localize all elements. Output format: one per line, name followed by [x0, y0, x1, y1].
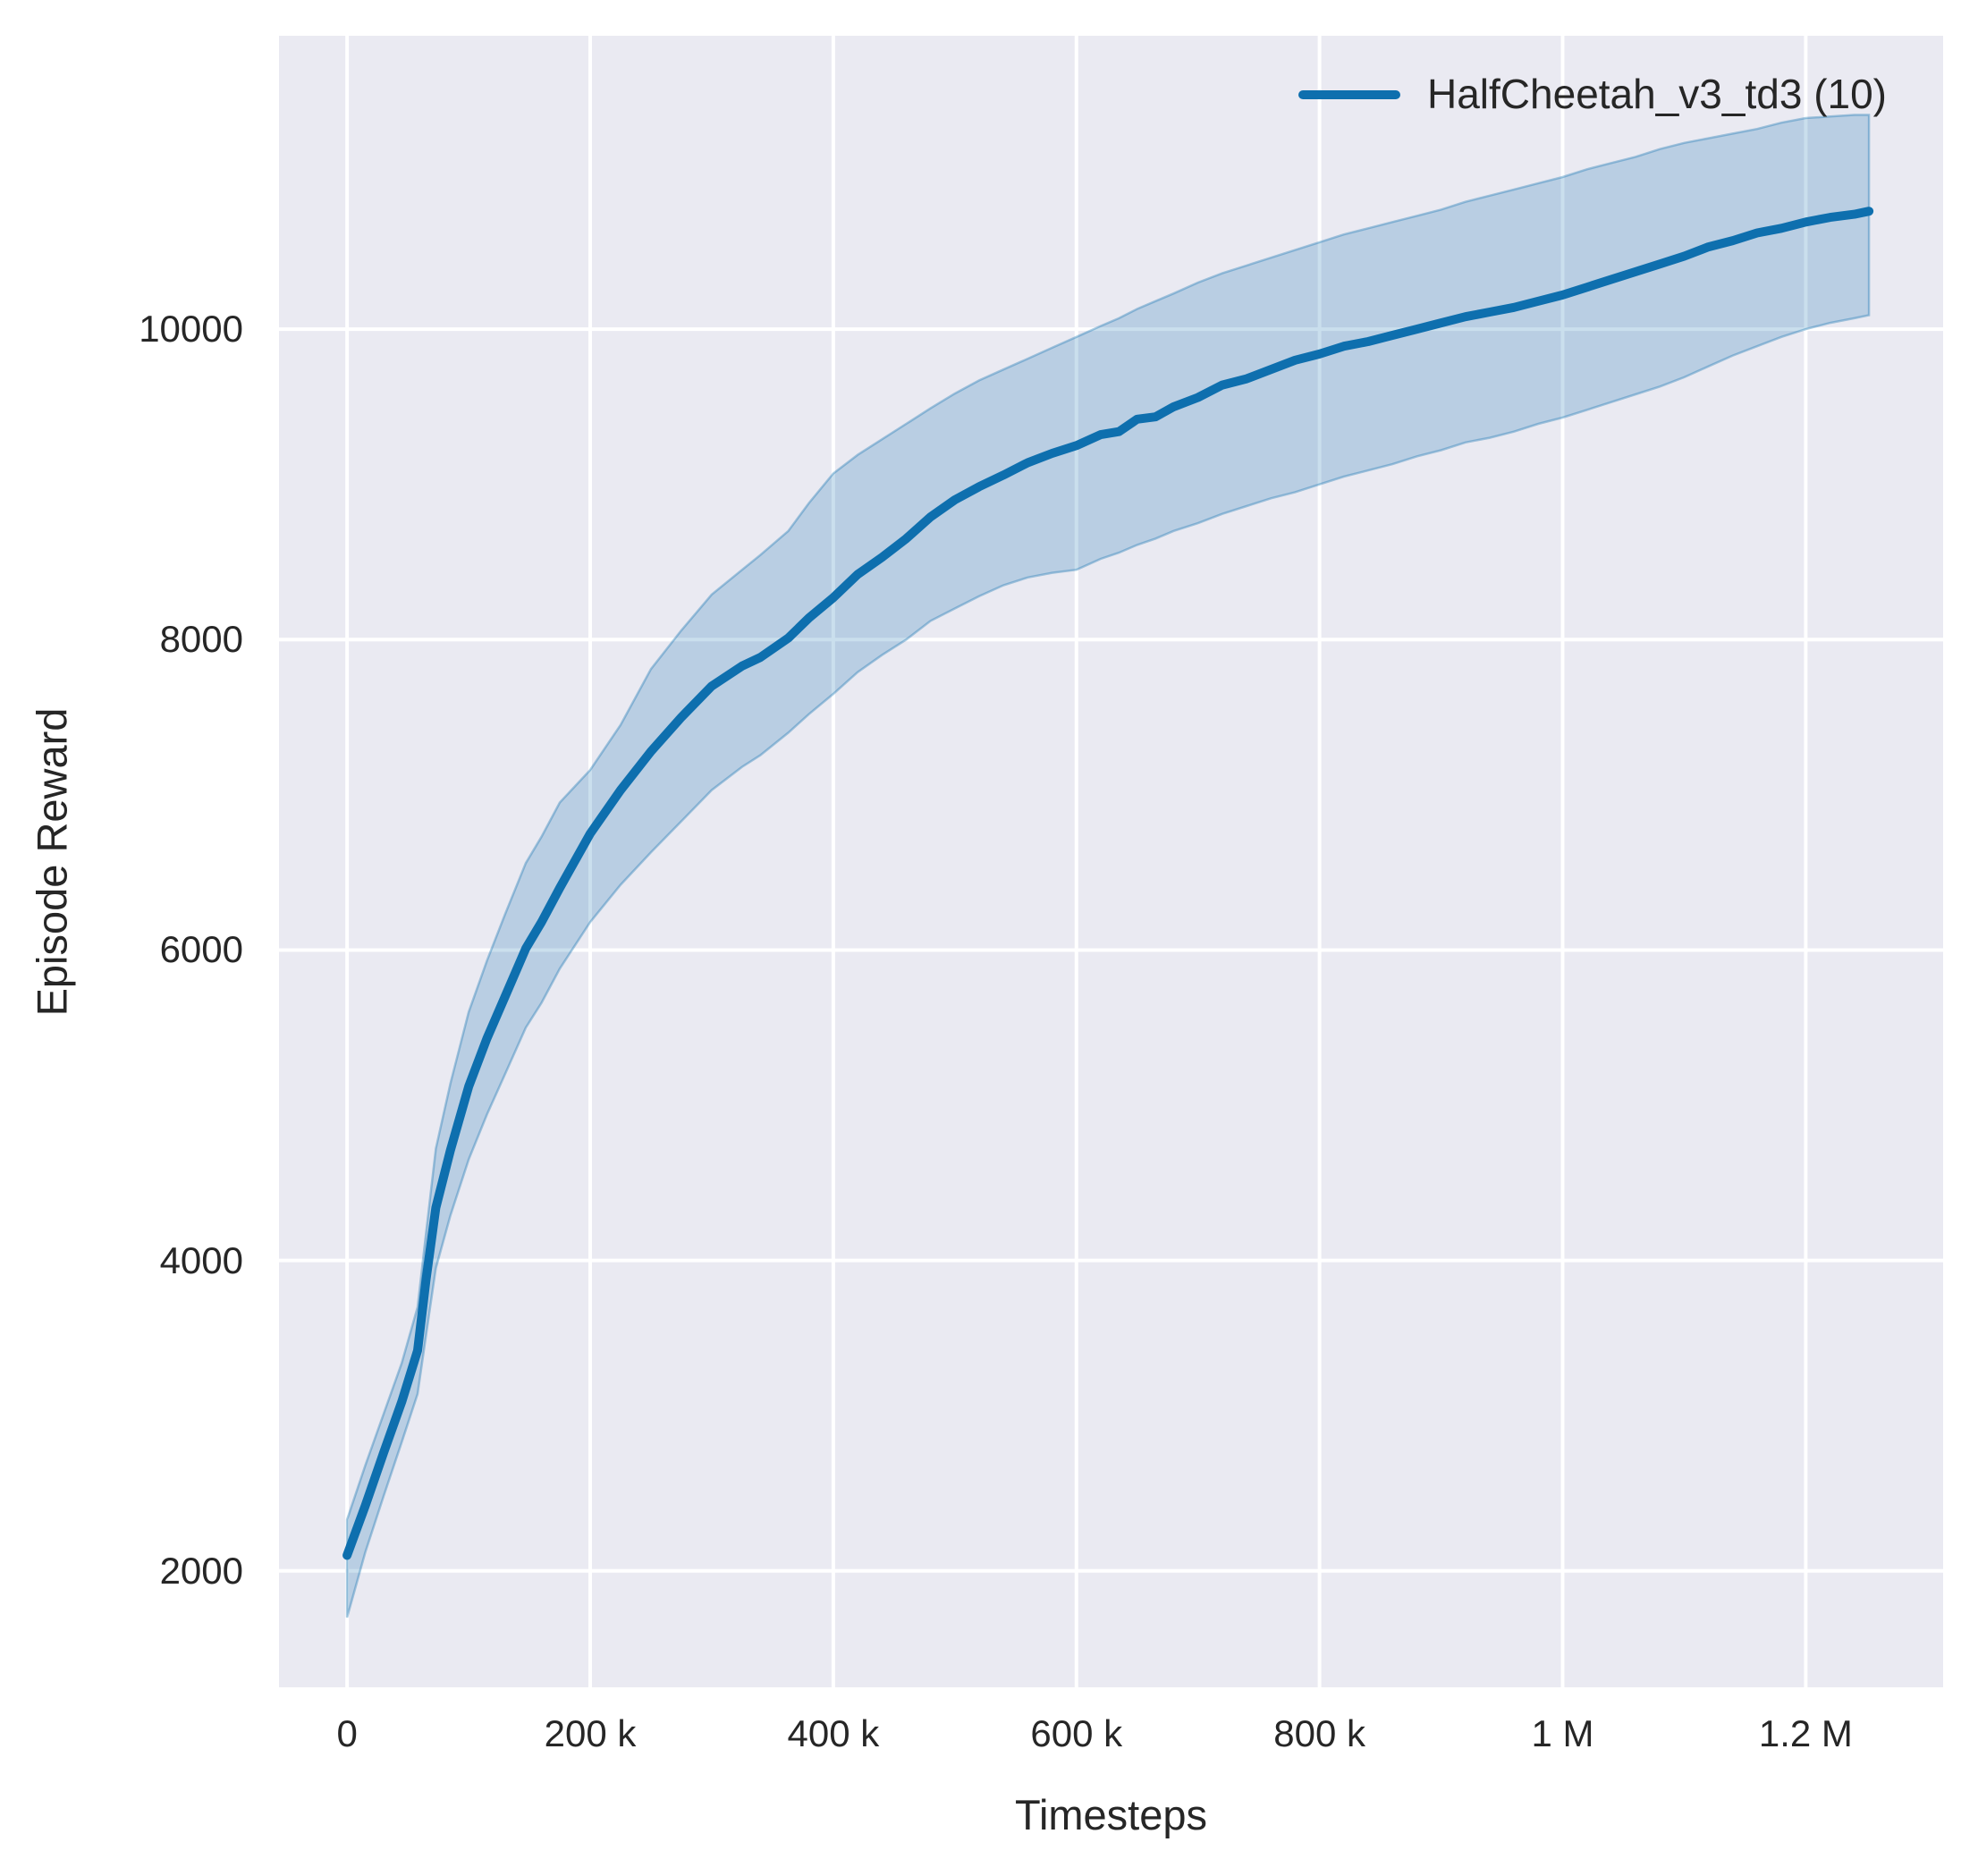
x-tick-label: 800 k	[1273, 1712, 1365, 1754]
mean-line	[342, 207, 1874, 1560]
x-tick-label: 0	[336, 1712, 358, 1754]
x-tick-label: 400 k	[787, 1712, 880, 1754]
legend-label: HalfCheetah_v3_td3 (10)	[1427, 71, 1887, 117]
y-axis-title: Episode Reward	[28, 707, 76, 1016]
legend: HalfCheetah_v3_td3 (10)	[1298, 70, 1887, 119]
y-tick-label: 8000	[159, 618, 243, 661]
y-tick-label: 10000	[139, 308, 243, 351]
x-axis-title: Timesteps	[1014, 1791, 1208, 1838]
x-tick-label: 1 M	[1531, 1712, 1594, 1754]
y-tick-label: 6000	[159, 928, 243, 971]
confidence-band	[345, 114, 1871, 1618]
legend-line-swatch	[1298, 89, 1400, 99]
x-tick-label: 600 k	[1030, 1712, 1123, 1754]
y-tick-label: 2000	[159, 1549, 243, 1592]
x-tick-label: 1.2 M	[1758, 1712, 1853, 1754]
y-tick-label: 4000	[159, 1238, 243, 1281]
plot-area	[279, 36, 1943, 1687]
x-tick-label: 200 k	[544, 1712, 637, 1754]
gridlines	[279, 36, 1943, 1687]
